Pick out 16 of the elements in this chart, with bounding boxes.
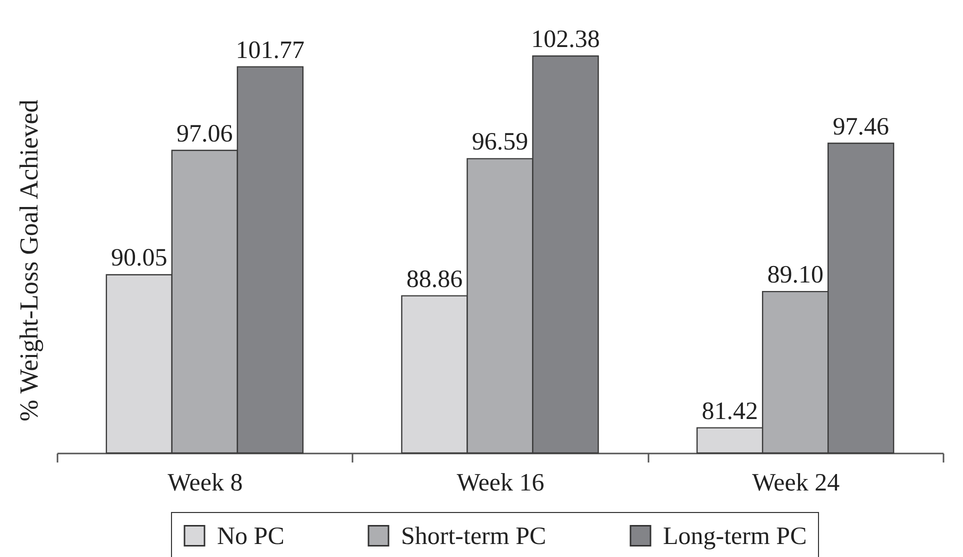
data-label: 97.06 — [176, 120, 233, 148]
data-label: 97.46 — [832, 113, 889, 140]
data-label: 96.59 — [472, 128, 528, 156]
x-tick-label: Week 8 — [168, 470, 243, 496]
data-label: 101.77 — [236, 36, 305, 64]
data-label: 88.86 — [406, 266, 463, 293]
legend-label: Short-term PC — [401, 522, 546, 550]
legend-label: Long-term PC — [663, 522, 807, 550]
data-label: 89.10 — [767, 262, 824, 289]
x-tick-label: Week 16 — [456, 470, 544, 496]
data-label: 81.42 — [702, 398, 758, 425]
data-label: 102.38 — [531, 26, 600, 53]
legend-label: No PC — [217, 522, 284, 550]
data-label: 90.05 — [111, 244, 168, 272]
y-axis-title: % Weight-Loss Goal Achieved — [14, 100, 44, 422]
x-tick-label: Week 24 — [752, 470, 840, 496]
